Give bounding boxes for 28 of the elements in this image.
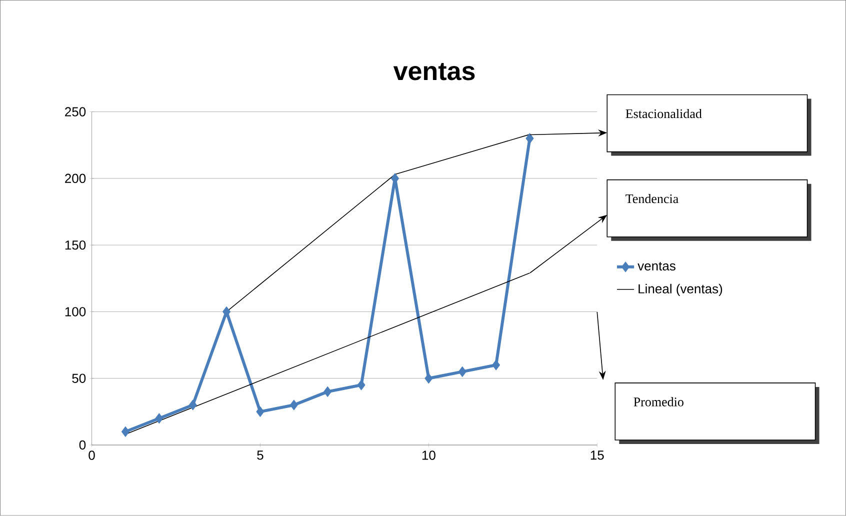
point	[424, 373, 433, 384]
point	[324, 386, 332, 398]
y-tick-label: 50	[72, 374, 86, 384]
text: Estacionalidad	[626, 109, 702, 118]
legend-label: ventas	[638, 262, 676, 271]
point	[121, 426, 130, 438]
point	[222, 306, 231, 318]
y-tick-label: 100	[65, 307, 86, 316]
point	[526, 133, 534, 144]
point	[357, 380, 366, 390]
x-tick-label: 10	[422, 450, 436, 460]
x-tick-label: 0	[88, 450, 95, 460]
x-tick-label: 5	[257, 450, 264, 460]
y-tick-label: 200	[65, 174, 86, 184]
point	[155, 413, 164, 424]
y-tick-label: 250	[65, 107, 86, 116]
legend-label: Lineal (ventas)	[638, 284, 722, 296]
y-tick-label: 150	[65, 240, 86, 250]
chart-title: ventas	[393, 63, 475, 80]
point	[188, 400, 197, 410]
text: Promedio	[634, 397, 684, 406]
x-tick-label: 15	[590, 450, 604, 460]
point	[492, 360, 500, 370]
point	[290, 400, 298, 410]
y-tick-label: 0	[79, 440, 86, 450]
text: Tendencia	[626, 194, 678, 204]
point	[256, 406, 264, 418]
point	[458, 366, 466, 378]
